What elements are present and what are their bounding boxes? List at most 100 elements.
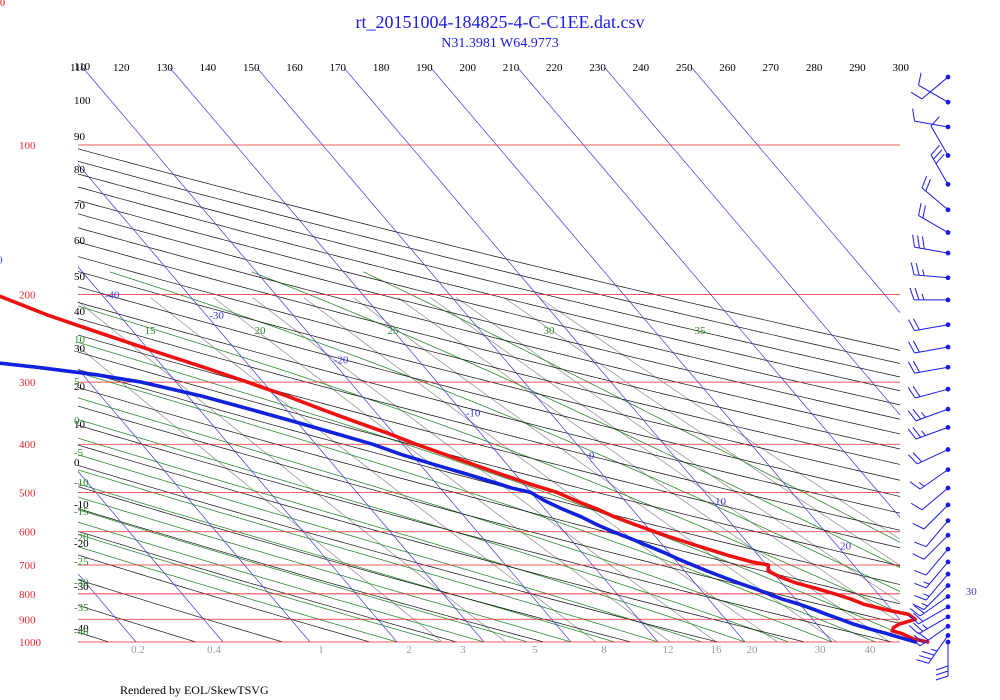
wind-barb bbox=[921, 175, 951, 213]
dry-adiabat bbox=[78, 186, 900, 392]
moist-adiabat-top-label: 20 bbox=[255, 325, 267, 337]
moist-adiabat bbox=[78, 469, 659, 642]
wind-barb bbox=[907, 424, 951, 440]
mixing-ratio-label: 8 bbox=[601, 644, 607, 656]
dry-adiabat bbox=[78, 508, 544, 642]
theta-top-label: 200 bbox=[459, 62, 476, 74]
dry-adiabat bbox=[78, 160, 900, 364]
theta-top-label: 140 bbox=[200, 62, 217, 74]
isotherm-label: 20 bbox=[840, 541, 852, 553]
mixing-ratio-label: 12 bbox=[663, 644, 674, 656]
dewpoint-profile bbox=[0, 361, 918, 644]
pressure-tick-label: 800 bbox=[19, 589, 36, 601]
dry-adiabat-label: -30 bbox=[74, 581, 89, 593]
wind-barb bbox=[935, 639, 951, 681]
theta-top-label: 280 bbox=[806, 62, 823, 74]
moist-adiabat bbox=[363, 271, 900, 543]
wind-barb bbox=[914, 571, 951, 601]
moist-adiabat-top-label: 30 bbox=[544, 325, 556, 337]
isotherm bbox=[343, 68, 833, 642]
pressure-tick-label: 100 bbox=[19, 140, 36, 152]
chart-title: rt_20151004-184825-4-C-C1EE.dat.csv bbox=[355, 12, 645, 32]
wind-barb bbox=[908, 360, 951, 374]
isotherm bbox=[430, 68, 900, 621]
dry-adiabat-label: 60 bbox=[74, 235, 86, 247]
dry-adiabat bbox=[78, 213, 900, 420]
moist-adiabat-label: -15 bbox=[74, 506, 89, 518]
moist-adiabat-top-label: 15 bbox=[145, 325, 157, 337]
wind-barb bbox=[912, 108, 951, 130]
dry-adiabat-label: 50 bbox=[74, 271, 86, 283]
dry-adiabat-label: -10 bbox=[74, 499, 89, 511]
moist-adiabat bbox=[109, 271, 900, 592]
wind-barb bbox=[912, 583, 951, 611]
dry-adiabat bbox=[78, 486, 631, 642]
pressure-tick-label: 300 bbox=[19, 377, 36, 389]
dry-adiabat bbox=[78, 318, 900, 531]
dry-adiabat bbox=[78, 351, 900, 567]
isotherm-label: 30 bbox=[966, 586, 978, 598]
wind-barb bbox=[907, 406, 951, 422]
wind-barb bbox=[910, 74, 951, 100]
credit-text: Rendered by EOL/SkewTSVG bbox=[120, 683, 269, 697]
dry-adiabat bbox=[78, 530, 457, 642]
wind-barb bbox=[930, 145, 951, 187]
mixing-ratio-line bbox=[78, 300, 506, 642]
moist-adiabat bbox=[78, 521, 485, 642]
moist-adiabat bbox=[78, 454, 702, 642]
dry-adiabat-label: 20 bbox=[74, 381, 86, 393]
mixing-ratio-label: 2 bbox=[406, 644, 412, 656]
corner-marker: 0 bbox=[0, 0, 5, 9]
wind-barb bbox=[909, 467, 951, 490]
dry-adiabat bbox=[78, 424, 892, 642]
temperature-profile bbox=[0, 294, 930, 644]
isotherm bbox=[517, 68, 900, 518]
isotherm-label: 0 bbox=[589, 450, 595, 462]
dry-adiabat-label: 40 bbox=[74, 306, 86, 318]
moist-adiabat bbox=[78, 437, 746, 642]
mixing-ratio-label: 1 bbox=[318, 644, 324, 656]
dry-adiabat bbox=[78, 444, 805, 642]
moist-adiabat-label: -40 bbox=[74, 626, 89, 638]
dry-adiabat bbox=[78, 286, 900, 497]
pressure-tick-label: 900 bbox=[19, 614, 36, 626]
isotherm bbox=[78, 470, 224, 642]
mixing-ratio-line bbox=[455, 297, 900, 603]
moist-adiabat bbox=[78, 397, 833, 642]
dry-adiabat-label: -20 bbox=[74, 538, 89, 550]
theta-top-label: 160 bbox=[286, 62, 303, 74]
wind-barb bbox=[918, 203, 951, 235]
pressure-tick-label: 1000 bbox=[19, 637, 42, 649]
grid-lines bbox=[0, 68, 900, 642]
dry-adiabat-label: 80 bbox=[74, 164, 86, 176]
isotherm bbox=[82, 68, 572, 642]
dry-adiabat bbox=[0, 68, 22, 642]
isotherm bbox=[256, 68, 746, 642]
wind-barb bbox=[914, 546, 951, 576]
wind-barb bbox=[909, 594, 951, 617]
dry-adiabat-label: 0 bbox=[74, 457, 80, 469]
isotherm bbox=[78, 573, 137, 642]
mixing-ratio-line bbox=[430, 297, 900, 624]
mixing-ratio-line bbox=[503, 297, 900, 566]
dry-adiabat bbox=[78, 405, 900, 624]
wind-barb bbox=[908, 604, 951, 625]
theta-top-label: 180 bbox=[373, 62, 390, 74]
moist-adiabat-label: -35 bbox=[74, 602, 89, 614]
moist-adiabat bbox=[78, 546, 398, 642]
isotherm-label: -40 bbox=[105, 290, 120, 302]
isotherm-label: -10 bbox=[466, 407, 481, 419]
wind-barb bbox=[908, 340, 951, 354]
isotherm bbox=[0, 68, 49, 642]
wind-barb bbox=[916, 633, 951, 664]
dry-adiabat-label: 90 bbox=[74, 131, 86, 143]
moist-adiabat bbox=[78, 496, 572, 642]
theta-top-label: 130 bbox=[156, 62, 173, 74]
dry-adiabat bbox=[78, 369, 900, 585]
theta-top-label: 240 bbox=[633, 62, 650, 74]
moist-adiabat bbox=[78, 372, 876, 642]
moist-adiabat-label: 10 bbox=[74, 334, 86, 346]
moist-adiabat-label: -5 bbox=[74, 447, 84, 459]
mixing-ratio-line bbox=[397, 297, 891, 642]
theta-top-label: 250 bbox=[676, 62, 693, 74]
